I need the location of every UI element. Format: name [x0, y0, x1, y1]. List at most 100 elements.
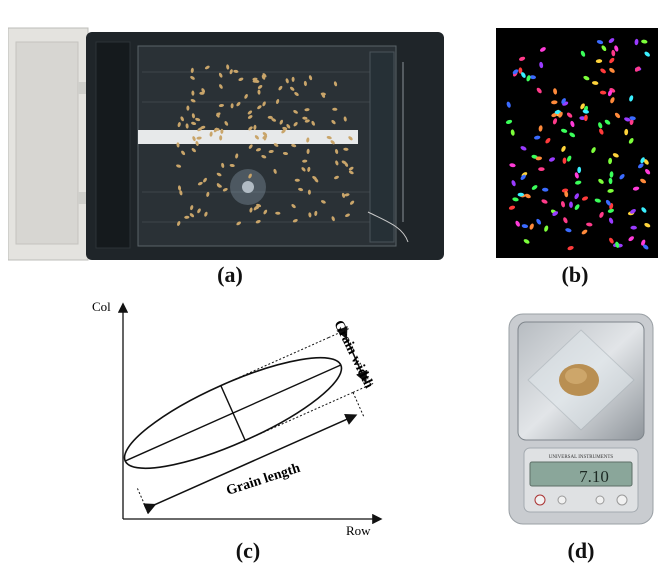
rice-grain: [191, 148, 196, 153]
segmented-grain: [614, 112, 621, 119]
rice-grain: [229, 69, 233, 75]
segmented-grain: [536, 218, 542, 225]
segmented-grain: [569, 132, 576, 138]
segmented-grain: [601, 45, 607, 52]
rice-grain: [247, 115, 253, 119]
panel-b-segmentation: [496, 28, 658, 258]
segmented-grain: [509, 163, 516, 168]
rice-grain: [341, 160, 347, 165]
rice-grain: [279, 119, 284, 125]
segmented-grain: [545, 137, 551, 144]
segmented-grain: [608, 38, 615, 44]
segmented-grain: [539, 61, 544, 69]
rice-grain: [307, 189, 311, 195]
segmented-grain: [629, 118, 634, 126]
segmented-grain: [643, 159, 649, 165]
segmented-grain: [512, 69, 519, 75]
rice-grain: [293, 110, 298, 114]
rice-grain: [345, 213, 350, 218]
segmented-grain: [624, 117, 631, 122]
segmented-grain: [560, 201, 566, 208]
segmented-grain: [538, 125, 543, 132]
rice-grain: [312, 175, 317, 180]
rice-grain: [341, 192, 346, 198]
rice-grain: [261, 74, 266, 80]
rice-grain: [257, 85, 263, 89]
rice-grain: [263, 135, 267, 141]
segmented-grain: [510, 129, 515, 136]
segmented-grain: [505, 119, 513, 124]
segmented-grain: [634, 66, 641, 72]
scale-brand-label: UNIVERSAL INSTRUMENTS: [549, 455, 614, 460]
segmented-grain: [629, 116, 636, 121]
segmented-grain: [609, 67, 615, 73]
segmented-grain: [524, 193, 531, 199]
rice-grain: [256, 148, 261, 152]
segmented-grain: [630, 209, 636, 214]
caption-c: (c): [235, 538, 261, 563]
rice-grain: [191, 90, 195, 96]
segmented-grain: [558, 111, 563, 118]
rice-grain: [291, 143, 297, 148]
segmented-grain: [538, 167, 545, 172]
rice-grain: [191, 113, 195, 119]
rice-grain: [195, 117, 201, 122]
rice-grain: [289, 86, 295, 91]
rice-grain: [219, 84, 223, 89]
segmented-grain: [640, 157, 645, 164]
segmented-grain: [520, 174, 526, 180]
rice-grain: [330, 140, 335, 145]
rice-grain: [332, 107, 338, 111]
axis-y-label: Col: [92, 299, 111, 314]
segmented-grain: [536, 87, 542, 94]
rice-grain: [307, 166, 311, 172]
segmented-grain: [604, 119, 611, 125]
segmented-grain: [565, 228, 572, 233]
rice-grain: [185, 123, 189, 129]
segmented-grain: [541, 199, 548, 204]
rice-grain: [285, 78, 289, 84]
segmented-grain: [605, 199, 611, 206]
rice-grain: [244, 93, 248, 99]
segmented-grain: [551, 100, 558, 105]
rice-grain: [301, 167, 306, 172]
segmented-grain: [519, 56, 526, 61]
segmented-grain: [534, 135, 541, 140]
segmented-grain: [518, 67, 523, 74]
segmented-grain: [645, 169, 651, 175]
rice-grain: [191, 121, 197, 125]
segmented-grain: [640, 178, 647, 184]
rice-grain: [253, 124, 257, 130]
rice-grain: [263, 209, 268, 215]
rice-grain: [216, 183, 221, 188]
rice-grain: [262, 132, 268, 137]
rice-grain: [220, 128, 224, 134]
segmented-grain: [598, 178, 604, 184]
rice-grain: [248, 126, 253, 131]
rice-grain: [226, 64, 230, 70]
panel-d-balance-photo: UNIVERSAL INSTRUMENTS 7.10: [506, 312, 656, 527]
rice-grain: [262, 101, 266, 107]
rice-grain: [209, 131, 213, 137]
segmented-grain: [552, 118, 558, 125]
segmented-grain: [535, 156, 542, 161]
segmented-grain: [632, 186, 640, 191]
rice-grain: [221, 162, 225, 168]
segmented-grain: [581, 229, 588, 235]
rice-grain: [268, 149, 274, 154]
rice-grain: [271, 118, 277, 122]
segmented-grain: [580, 103, 585, 110]
rice-grain: [291, 204, 296, 209]
rice-grain: [314, 210, 318, 216]
rice-grain: [304, 119, 310, 123]
segmented-grain: [607, 208, 614, 213]
rice-grain: [294, 178, 300, 182]
segmented-grain: [638, 163, 644, 169]
segmented-grain: [506, 101, 511, 108]
rice-grain: [179, 190, 183, 196]
segmented-grain: [564, 190, 569, 198]
segmented-grain: [577, 166, 582, 174]
rice-grain: [201, 88, 206, 93]
segmented-grain: [563, 217, 568, 224]
segmented-grain: [641, 207, 647, 213]
